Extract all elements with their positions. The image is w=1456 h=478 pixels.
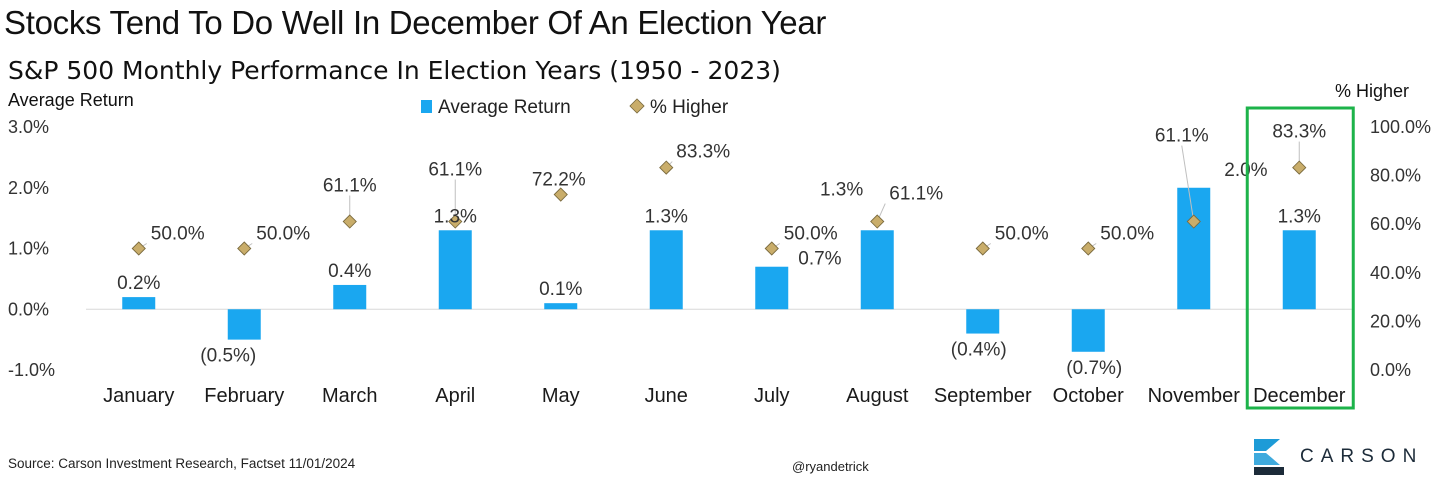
bar-march (333, 284, 367, 310)
legend-diamond-swatch (629, 98, 645, 114)
y-right-tick-label: 40.0% (1370, 263, 1421, 283)
diamond-label-january: 50.0% (151, 224, 205, 245)
bar-may (544, 303, 578, 310)
legend-bar-swatch (421, 100, 432, 113)
category-label-march: March (322, 385, 378, 407)
bar-label-march: 0.4% (328, 261, 371, 282)
diamond-label-may: 72.2% (532, 170, 586, 191)
bar-label-june: 1.3% (645, 206, 688, 227)
y-right-tick-label: 60.0% (1370, 214, 1421, 234)
bar-august (860, 230, 894, 310)
bar-labels: 0.2% (0.5%) 0.4% 1.3% 0.1% 1.3% 0.7% 1.3% (0.4%)… (117, 160, 1321, 379)
carson-logo: CARSON (1250, 437, 1450, 477)
category-label-october: October (1053, 385, 1124, 407)
bar-label-october: (0.7%) (1066, 358, 1122, 379)
carson-logo-mark (1254, 439, 1284, 475)
diamond-november (1186, 214, 1201, 229)
bar-november (1177, 187, 1211, 310)
legend-average-return: Average Return (438, 97, 571, 118)
bar-label-february: (0.5%) (200, 346, 256, 367)
chart-subtitle: S&P 500 Monthly Performance In Election … (8, 56, 781, 85)
bar-label-may: 0.1% (539, 279, 582, 300)
bar-label-december: 1.3% (1278, 206, 1321, 227)
y-axis-left-title: Average Return (8, 90, 134, 110)
bar-october (1071, 309, 1105, 352)
chart-area: Average Return % Higher Average Return %… (8, 81, 1431, 410)
y-right-tick-label: 80.0% (1370, 166, 1421, 186)
legend-pct-higher: % Higher (650, 97, 729, 118)
bars (122, 187, 1316, 352)
diamond-february (237, 241, 252, 256)
diamond-label-august: 61.1% (889, 184, 943, 205)
diamond-label-february: 50.0% (256, 224, 310, 245)
y-left-tick-label: 2.0% (8, 178, 49, 198)
diamond-label-june: 83.3% (676, 142, 730, 163)
diamond-march (342, 214, 357, 229)
category-label-august: August (846, 385, 909, 407)
diamond-july (764, 241, 779, 256)
category-labels: January February March April May June July Augu… (103, 385, 1346, 407)
category-label-july: July (754, 385, 790, 407)
bar-april (438, 230, 472, 310)
category-label-may: May (542, 385, 580, 407)
december-highlight-box (1245, 106, 1355, 410)
diamond-label-september: 50.0% (995, 224, 1049, 245)
bar-label-september: (0.4%) (951, 340, 1007, 361)
diamond-june (659, 160, 674, 175)
diamond-label-october: 50.0% (1100, 224, 1154, 245)
category-label-june: June (645, 385, 688, 407)
y-left-tick-label: 1.0% (8, 239, 49, 259)
diamond-september (975, 241, 990, 256)
y-left-tick-label: 0.0% (8, 299, 49, 319)
category-label-november: November (1148, 385, 1241, 407)
y-left-tick-label: -1.0% (8, 360, 55, 380)
source-note: Source: Carson Investment Research, Fact… (8, 456, 356, 471)
category-label-january: January (103, 385, 174, 407)
diamond-december (1292, 160, 1307, 175)
bar-september (966, 309, 1000, 334)
y-right-tick-label: 0.0% (1370, 360, 1411, 380)
bar-label-august: 1.3% (820, 179, 863, 200)
diamond-april (448, 214, 463, 229)
chart-title: Stocks Tend To Do Well In December Of An… (4, 4, 827, 41)
category-label-december: December (1253, 385, 1346, 407)
y-axis-right-title: % Higher (1335, 81, 1409, 101)
y-right-tick-label: 100.0% (1370, 117, 1431, 137)
diamond-label-april: 61.1% (428, 160, 482, 181)
diamond-label-november: 61.1% (1155, 126, 1209, 147)
diamond-october (1081, 241, 1096, 256)
diamond-january (131, 241, 146, 256)
bar-january (122, 297, 156, 310)
category-label-february: February (204, 385, 284, 407)
bar-june (649, 230, 683, 310)
bar-label-april: 1.3% (434, 206, 477, 227)
legend: Average Return % Higher (421, 97, 729, 118)
bar-label-january: 0.2% (117, 273, 160, 294)
diamond-august (870, 214, 885, 229)
y-left-tick-label: 3.0% (8, 117, 49, 137)
leader-line (1181, 145, 1195, 222)
category-label-september: September (934, 385, 1032, 407)
diamonds (131, 160, 1307, 256)
category-label-april: April (435, 385, 475, 407)
y-right-tick-label: 20.0% (1370, 311, 1421, 331)
diamond-label-march: 61.1% (323, 176, 377, 197)
y-axis-left: 3.0% 2.0% 1.0% 0.0% -1.0% (8, 117, 55, 380)
bar-july (755, 266, 789, 310)
diamond-may (553, 187, 568, 202)
y-axis-right: 100.0% 80.0% 60.0% 40.0% 20.0% 0.0% (1370, 117, 1431, 380)
diamond-labels: 50.0% 50.0% 61.1% 61.1% 72.2% 83.3% 50.0% 61.1%… (151, 122, 1327, 245)
bar-february (227, 309, 261, 340)
diamond-label-july: 50.0% (784, 224, 838, 245)
bar-label-july: 0.7% (798, 249, 841, 270)
bar-december (1282, 230, 1316, 310)
diamond-label-december: 83.3% (1272, 122, 1326, 143)
carson-logo-text: CARSON (1300, 446, 1424, 467)
author-handle: @ryandetrick (792, 459, 869, 474)
